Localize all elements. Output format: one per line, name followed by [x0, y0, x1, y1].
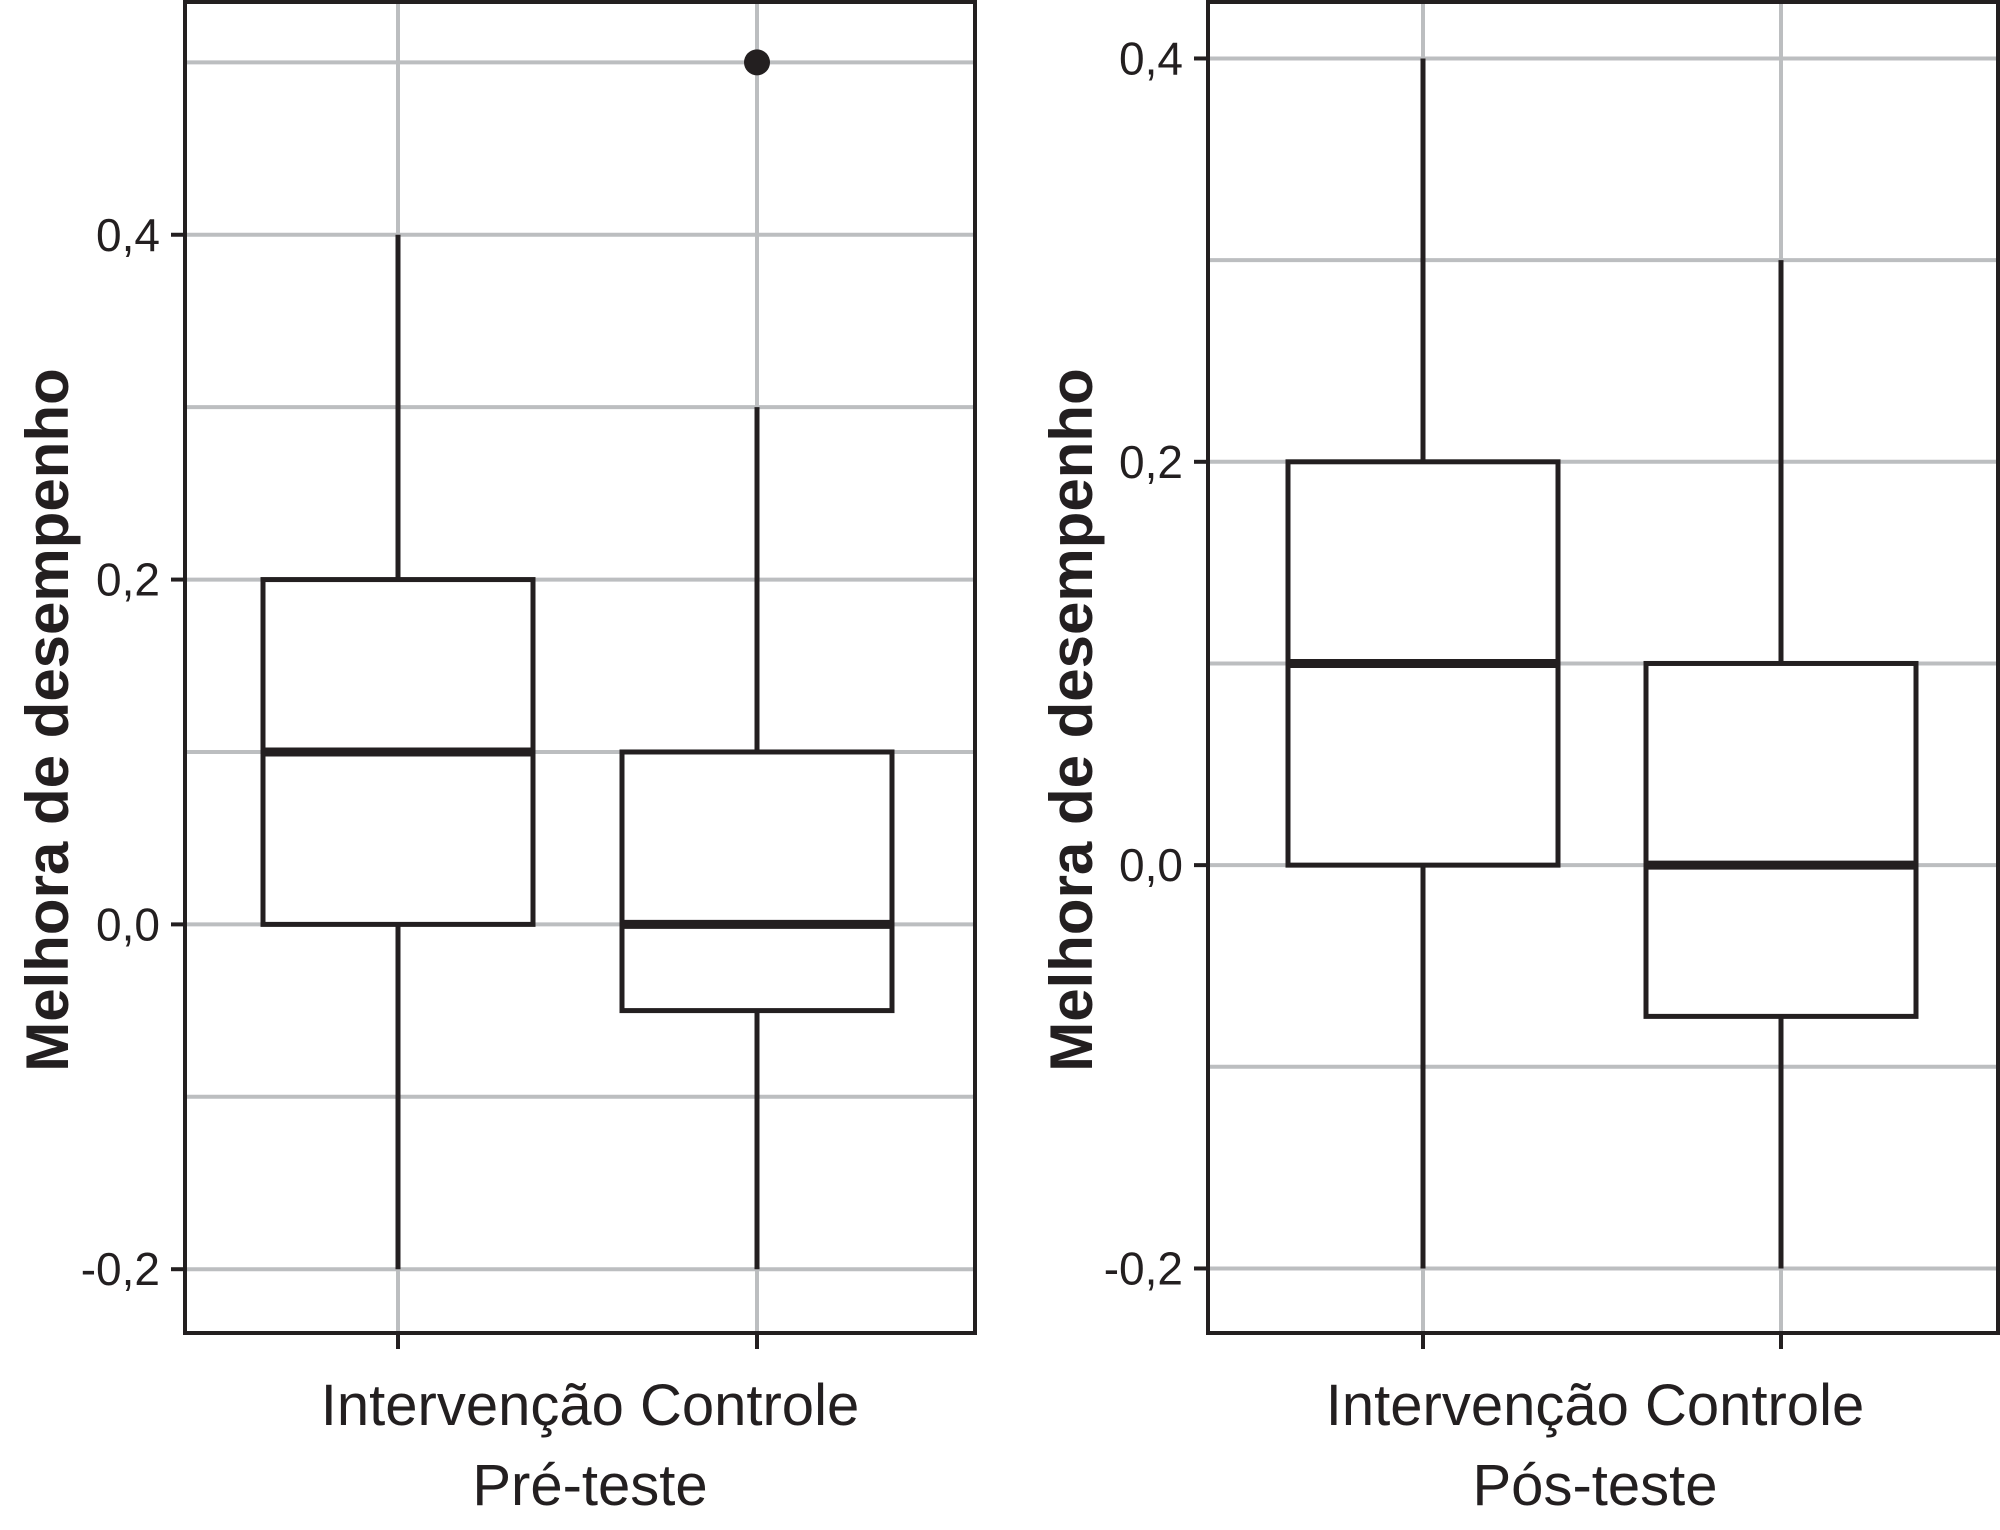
y-tick-label: 0,2 [1119, 436, 1183, 488]
panel-pre-teste: -0,2 0,0 0,2 0,4 Intervenção Controle Pré-tes… [14, 0, 977, 1518]
x-axis-label: Pré-teste [472, 1453, 707, 1518]
y-tick-label: -0,2 [81, 1243, 160, 1295]
iqr-box [619, 749, 895, 1014]
y-axis-label: Melhora de desempenho [14, 368, 81, 1071]
box-controle [619, 49, 895, 1270]
box-intervencao [260, 234, 536, 1270]
plot-frame [183, 0, 977, 1335]
y-tick-label: 0,2 [96, 554, 160, 606]
box-intervencao [1285, 58, 1561, 1269]
y-tick-label: -0,2 [1104, 1242, 1183, 1294]
y-axis-label: Melhora de desempenho [1038, 368, 1105, 1071]
box-controle [1643, 260, 1919, 1269]
x-category-labels: Intervenção Controle [321, 1373, 859, 1438]
x-category-labels: Intervenção Controle [1326, 1373, 1864, 1438]
outlier-point [744, 49, 770, 76]
iqr-box [1643, 660, 1919, 1019]
y-tick-label: 0,4 [96, 209, 160, 261]
panel-pos-teste: -0,2 0,0 0,2 0,4 Intervenção Controle Pós-tes… [1038, 0, 2000, 1518]
x-axis-label: Pós-teste [1473, 1453, 1718, 1518]
y-tick-label: 0,4 [1119, 32, 1183, 84]
y-tick-label: 0,0 [1119, 839, 1183, 891]
plot-frame [1206, 0, 2000, 1335]
y-tick-label: 0,0 [96, 898, 160, 950]
